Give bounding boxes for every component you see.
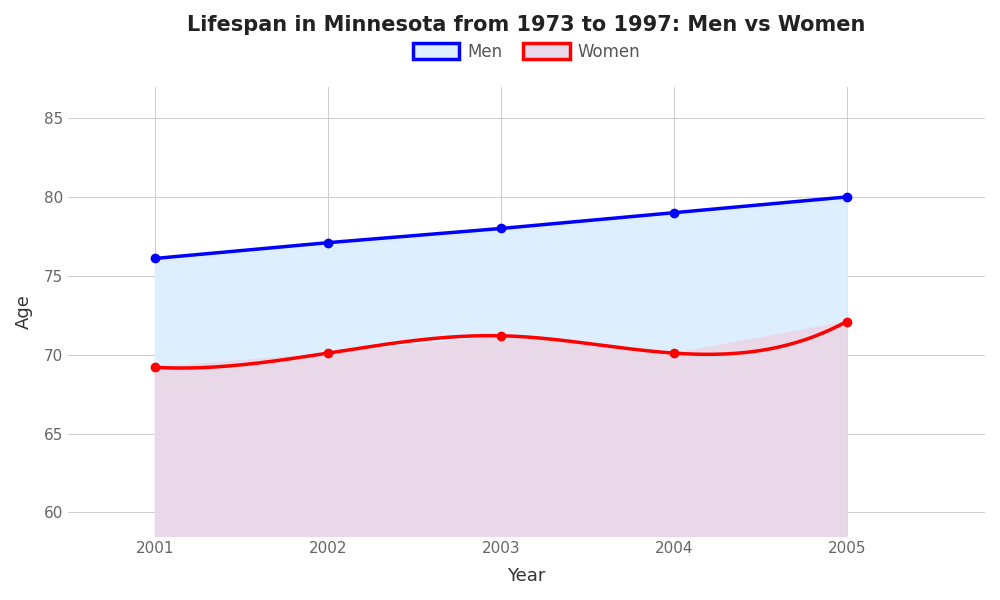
Legend: Men, Women: Men, Women <box>406 37 647 68</box>
Y-axis label: Age: Age <box>15 294 33 329</box>
X-axis label: Year: Year <box>507 567 546 585</box>
Title: Lifespan in Minnesota from 1973 to 1997: Men vs Women: Lifespan in Minnesota from 1973 to 1997:… <box>187 15 866 35</box>
